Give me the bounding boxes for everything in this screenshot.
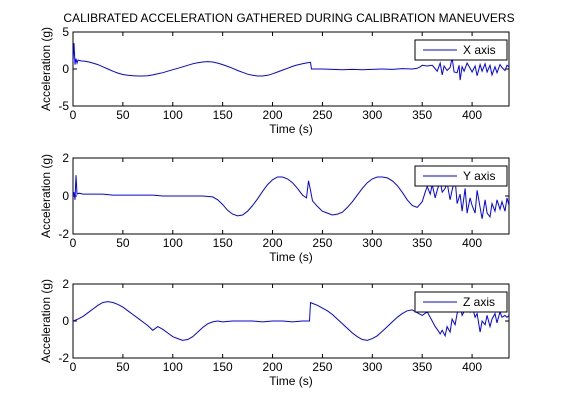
y-axis-label: Acceleration (g): [39, 154, 53, 238]
x-tick-label: 350: [412, 236, 432, 250]
legend: X axis: [414, 39, 508, 61]
legend: Y axis: [414, 165, 508, 187]
x-tick-label: 150: [213, 360, 233, 374]
x-tick-label: 150: [213, 108, 233, 122]
x-axis-label: Time (s): [269, 374, 313, 388]
y-tick-label: 2: [62, 151, 69, 165]
legend-entry: Z axis: [463, 295, 495, 309]
y-tick-label: -5: [58, 99, 69, 113]
x-tick-label: 350: [412, 360, 432, 374]
x-axis-label: Time (s): [269, 122, 313, 136]
y-tick-label: -2: [58, 227, 69, 241]
legend-entry: Y axis: [463, 169, 495, 183]
x-tick-label: 50: [116, 108, 130, 122]
x-tick-label: 0: [70, 236, 77, 250]
series-line-y-axis: [73, 175, 509, 219]
x-tick-label: 300: [362, 236, 382, 250]
y-tick-label: 0: [62, 62, 69, 76]
x-tick-label: 250: [312, 360, 332, 374]
x-tick-label: 400: [462, 360, 482, 374]
y-tick-label: -2: [58, 351, 69, 365]
legend-box: [414, 291, 508, 313]
x-tick-label: 100: [163, 360, 183, 374]
x-tick-label: 400: [462, 236, 482, 250]
series-line-x-axis: [73, 43, 509, 81]
y-tick-label: 5: [62, 25, 69, 39]
y-tick-label: 2: [62, 277, 69, 291]
y-tick-label: 0: [62, 189, 69, 203]
x-tick-label: 150: [213, 236, 233, 250]
y-axis-label: Acceleration (g): [39, 27, 53, 111]
x-tick-label: 300: [362, 108, 382, 122]
x-tick-label: 400: [462, 108, 482, 122]
x-tick-label: 250: [312, 236, 332, 250]
x-tick-label: 0: [70, 108, 77, 122]
legend-box: [414, 39, 508, 61]
legend-entry: X axis: [463, 43, 496, 57]
x-tick-label: 50: [116, 360, 130, 374]
x-tick-label: 250: [312, 108, 332, 122]
x-tick-label: 200: [263, 236, 283, 250]
x-tick-label: 200: [263, 360, 283, 374]
chart-title: CALIBRATED ACCELERATION GATHERED DURING …: [63, 11, 514, 25]
x-axis-label: Time (s): [269, 250, 313, 264]
legend-box: [414, 165, 508, 187]
x-tick-label: 200: [263, 108, 283, 122]
x-tick-label: 50: [116, 236, 130, 250]
y-axis-label: Acceleration (g): [39, 279, 53, 363]
legend: Z axis: [414, 291, 508, 313]
x-tick-label: 0: [70, 360, 77, 374]
x-tick-label: 100: [163, 108, 183, 122]
x-tick-label: 100: [163, 236, 183, 250]
x-tick-label: 350: [412, 108, 432, 122]
y-tick-label: 0: [62, 314, 69, 328]
x-tick-label: 300: [362, 360, 382, 374]
